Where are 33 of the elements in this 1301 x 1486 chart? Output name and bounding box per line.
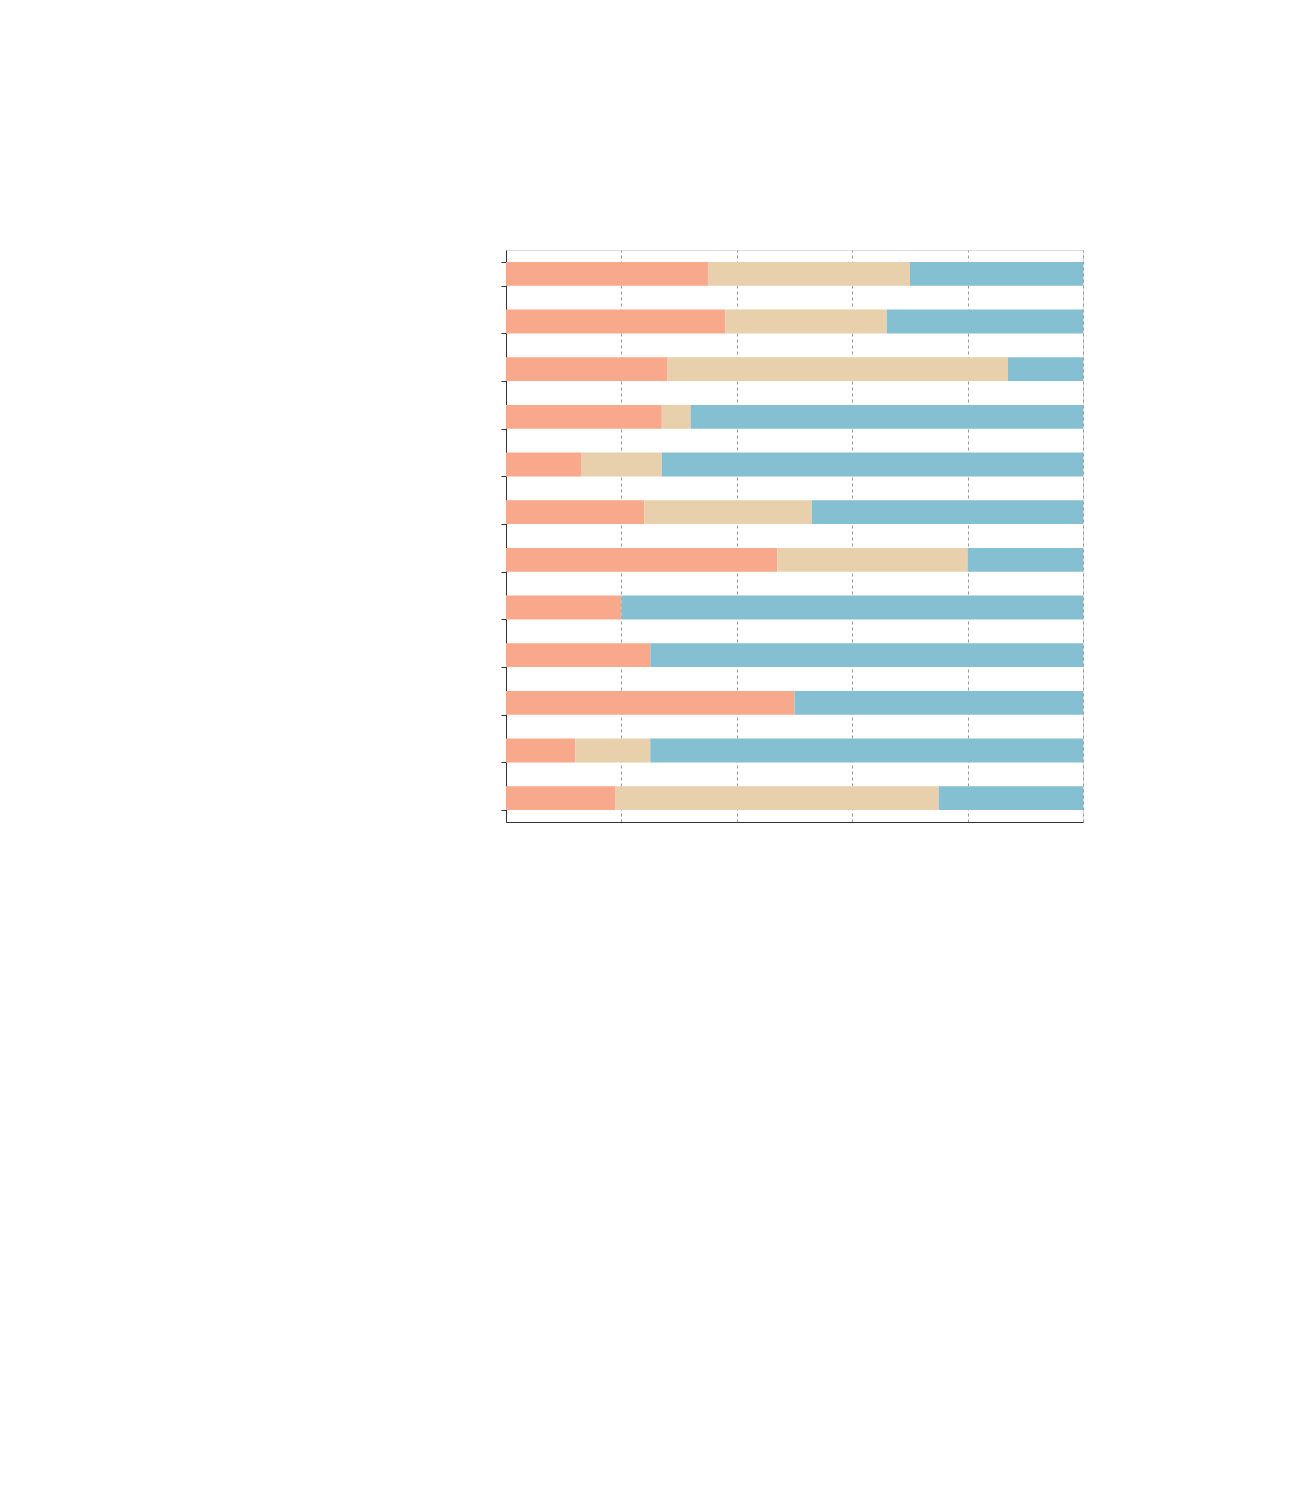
bar xyxy=(650,643,1083,668)
bar xyxy=(506,595,622,620)
bar xyxy=(725,309,887,334)
bar xyxy=(794,690,1083,715)
bar xyxy=(506,452,582,477)
bar xyxy=(506,261,708,286)
bar xyxy=(621,595,1083,620)
bar xyxy=(506,404,662,429)
bar xyxy=(811,500,1083,525)
bar xyxy=(707,261,910,286)
bar xyxy=(1007,357,1083,382)
bar xyxy=(575,738,651,763)
bar xyxy=(661,404,691,429)
bar xyxy=(667,357,1008,382)
bar xyxy=(506,309,726,334)
bar xyxy=(506,738,576,763)
bar xyxy=(909,261,1083,286)
bar xyxy=(506,786,616,811)
bar xyxy=(690,404,1083,429)
bar xyxy=(661,452,1083,477)
bar xyxy=(506,643,651,668)
bar xyxy=(886,309,1083,334)
bar xyxy=(644,500,812,525)
bar xyxy=(650,738,1083,763)
bar xyxy=(506,547,778,572)
bar xyxy=(777,547,968,572)
bar xyxy=(506,690,795,715)
bar xyxy=(967,547,1083,572)
bar xyxy=(506,357,668,382)
bar xyxy=(581,452,662,477)
bar xyxy=(938,786,1083,811)
bar xyxy=(506,500,645,525)
bar xyxy=(615,786,939,811)
